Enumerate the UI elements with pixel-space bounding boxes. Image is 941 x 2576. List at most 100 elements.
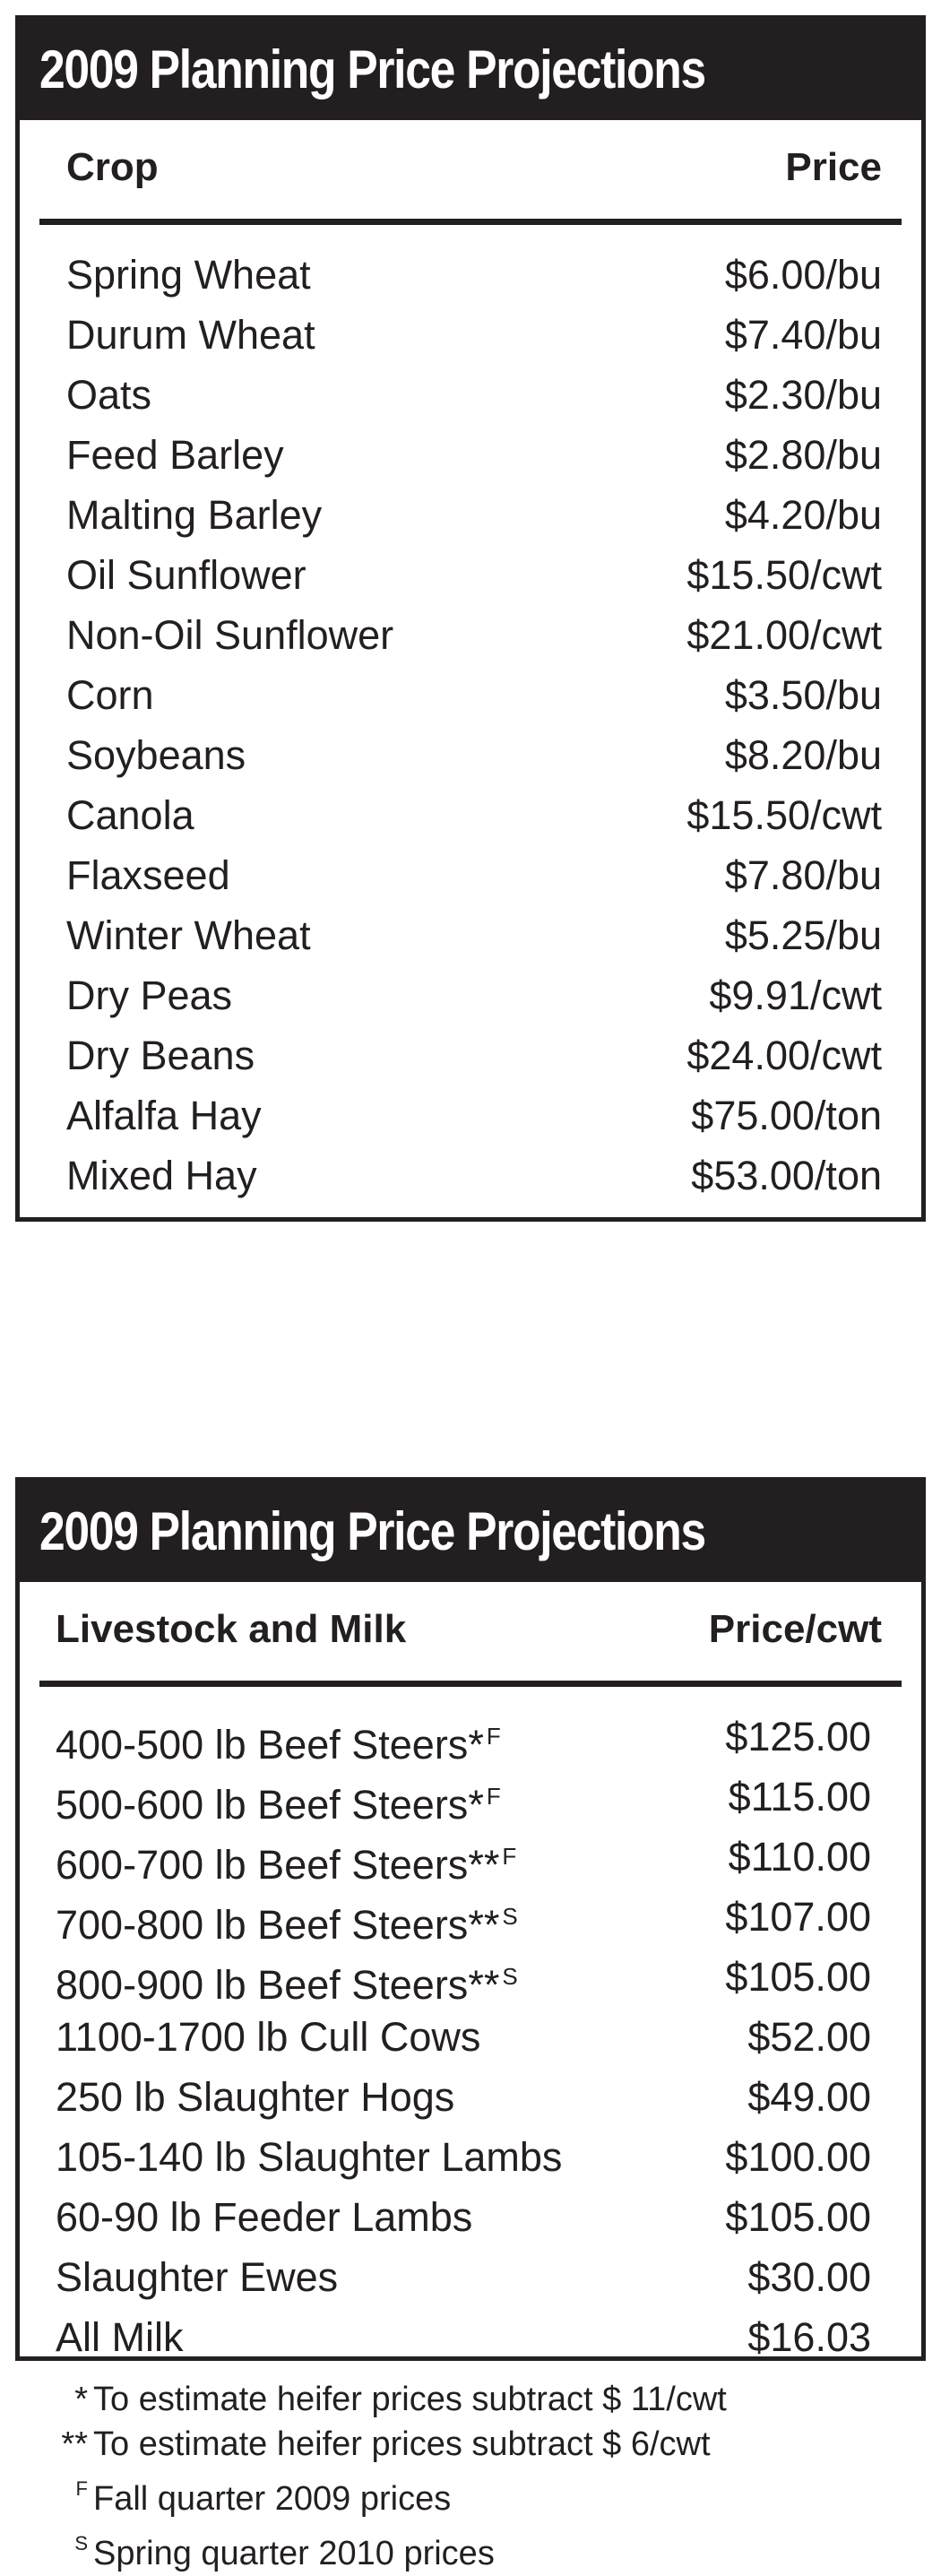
footnote-mark: F	[75, 2477, 88, 2500]
crop-price: $24.00/cwt	[686, 1033, 882, 1078]
footnote: * To estimate heifer prices subtract $ 11…	[54, 2377, 727, 2422]
crop-name: Feed Barley	[66, 432, 284, 478]
livestock-name: 250 lb Slaughter Hogs	[56, 2067, 454, 2127]
crop-row: Soybeans $8.20/bu	[39, 725, 902, 785]
livestock-name: 700-800 lb Beef Steers** S	[56, 1887, 518, 1955]
crop-name: Corn	[66, 672, 154, 718]
livestock-price: $115.00	[728, 1774, 871, 1820]
crop-name: Oil Sunflower	[66, 552, 306, 598]
crop-row: Oil Sunflower $15.50/cwt	[39, 545, 902, 605]
livestock-name-text: 800-900 lb Beef Steers	[56, 1962, 469, 2008]
crop-name: Dry Peas	[66, 972, 233, 1018]
crop-table-body: Spring Wheat $6.00/bu Durum Wheat $7.40/bu O…	[39, 225, 902, 1206]
footnote: F Fall quarter 2009 prices	[54, 2467, 727, 2521]
crop-column-header: Crop	[66, 145, 159, 189]
crop-name: Flaxseed	[66, 852, 230, 898]
livestock-price: $100.00	[725, 2134, 871, 2180]
livestock-name: 400-500 lb Beef Steers* F	[56, 1707, 501, 1775]
crop-price: $2.30/bu	[724, 372, 882, 418]
price-cwt-column-header: Price/cwt	[708, 1607, 882, 1651]
livestock-name: 600-700 lb Beef Steers** F	[56, 1827, 516, 1895]
footnote-mark: **	[61, 2425, 88, 2463]
livestock-row: 60-90 lb Feeder Lambs $105.00	[39, 2187, 902, 2247]
crop-name: Canola	[66, 792, 194, 838]
crop-name: Non-Oil Sunflower	[66, 612, 394, 658]
livestock-table-header: Livestock and Milk Price/cwt	[39, 1582, 902, 1687]
livestock-name-text: 60-90 lb Feeder Lambs	[56, 2194, 473, 2240]
livestock-footnote-mark: **	[468, 1962, 500, 2008]
livestock-table-body: 400-500 lb Beef Steers* F $125.00 500-600 l…	[39, 1687, 902, 2367]
livestock-row: 600-700 lb Beef Steers** F $110.00	[39, 1827, 902, 1888]
livestock-season-mark: S	[502, 1903, 518, 1930]
crop-price: $6.00/bu	[724, 252, 882, 298]
livestock-row: All Milk $16.03	[39, 2307, 902, 2367]
footnote: ** To estimate heifer prices subtract $ 6…	[54, 2422, 727, 2467]
crop-name: Dry Beans	[66, 1033, 255, 1078]
livestock-name: All Milk	[56, 2307, 184, 2367]
livestock-season-mark: F	[486, 1723, 501, 1750]
livestock-row: 1100-1700 lb Cull Cows $52.00	[39, 2007, 902, 2067]
livestock-name: 105-140 lb Slaughter Lambs	[56, 2127, 562, 2187]
crop-row: Dry Peas $9.91/cwt	[39, 965, 902, 1025]
livestock-footnote-mark: *	[468, 1782, 484, 1828]
livestock-price-table: 2009 Planning Price Projections Livestoc…	[15, 1477, 926, 2361]
footnote-text: To estimate heifer prices subtract $ 11/…	[93, 2381, 727, 2418]
crop-name: Mixed Hay	[66, 1153, 257, 1198]
crop-price: $7.80/bu	[724, 852, 882, 898]
crop-row: Mixed Hay $53.00/ton	[39, 1145, 902, 1206]
livestock-name: 800-900 lb Beef Steers** S	[56, 1947, 518, 2015]
crop-price: $7.40/bu	[724, 312, 882, 358]
crop-price: $5.25/bu	[724, 912, 882, 958]
crop-row: Dry Beans $24.00/cwt	[39, 1025, 902, 1085]
livestock-table-title: 2009 Planning Price Projections	[20, 1482, 921, 1582]
crop-name: Spring Wheat	[66, 252, 311, 298]
livestock-name: 60-90 lb Feeder Lambs	[56, 2187, 472, 2247]
livestock-price: $107.00	[725, 1894, 871, 1940]
livestock-footnote-mark: **	[468, 1842, 500, 1888]
livestock-row: 400-500 lb Beef Steers* F $125.00	[39, 1707, 902, 1768]
crop-row: Malting Barley $4.20/bu	[39, 485, 902, 545]
livestock-footnote-mark: **	[468, 1902, 500, 1948]
livestock-price: $125.00	[725, 1714, 871, 1759]
livestock-name-text: 600-700 lb Beef Steers	[56, 1842, 469, 1888]
livestock-name-text: All Milk	[56, 2314, 184, 2360]
crop-price: $3.50/bu	[724, 672, 882, 718]
crop-row: Winter Wheat $5.25/bu	[39, 905, 902, 965]
livestock-name: Slaughter Ewes	[56, 2247, 338, 2307]
livestock-column-header: Livestock and Milk	[56, 1607, 407, 1651]
livestock-row: 105-140 lb Slaughter Lambs $100.00	[39, 2127, 902, 2187]
crop-name: Winter Wheat	[66, 912, 311, 958]
livestock-price: $105.00	[725, 1954, 871, 2000]
livestock-price: $49.00	[747, 2074, 871, 2120]
footnotes: * To estimate heifer prices subtract $ 11…	[54, 2377, 727, 2576]
livestock-row: 250 lb Slaughter Hogs $49.00	[39, 2067, 902, 2127]
crop-price-table: 2009 Planning Price Projections Crop Pri…	[15, 15, 926, 1222]
livestock-row: 500-600 lb Beef Steers* F $115.00	[39, 1767, 902, 1828]
livestock-name-text: 250 lb Slaughter Hogs	[56, 2074, 455, 2120]
price-column-header: Price	[785, 145, 882, 189]
crop-row: Spring Wheat $6.00/bu	[39, 245, 902, 305]
footnote-mark: *	[74, 2381, 88, 2418]
crop-price: $53.00/ton	[691, 1153, 882, 1198]
livestock-footnote-mark: *	[468, 1722, 484, 1768]
footnote-text: Fall quarter 2009 prices	[93, 2480, 452, 2518]
crop-row: Canola $15.50/cwt	[39, 785, 902, 845]
crop-row: Feed Barley $2.80/bu	[39, 425, 902, 485]
livestock-row: 700-800 lb Beef Steers** S $107.00	[39, 1887, 902, 1948]
crop-row: Oats $2.30/bu	[39, 365, 902, 425]
livestock-name: 500-600 lb Beef Steers* F	[56, 1767, 501, 1835]
livestock-name: 1100-1700 lb Cull Cows	[56, 2007, 480, 2067]
crop-row: Corn $3.50/bu	[39, 665, 902, 725]
crop-name: Alfalfa Hay	[66, 1093, 262, 1138]
crop-price: $9.91/cwt	[709, 972, 882, 1018]
livestock-name-text: 1100-1700 lb Cull Cows	[56, 2014, 481, 2060]
crop-row: Durum Wheat $7.40/bu	[39, 305, 902, 365]
crop-row: Non-Oil Sunflower $21.00/cwt	[39, 605, 902, 665]
livestock-season-mark: F	[486, 1783, 501, 1810]
livestock-name-text: 400-500 lb Beef Steers	[56, 1722, 469, 1768]
livestock-price: $105.00	[725, 2194, 871, 2240]
crop-price: $4.20/bu	[724, 492, 882, 538]
crop-price: $15.50/cwt	[686, 792, 882, 838]
crop-row: Flaxseed $7.80/bu	[39, 845, 902, 905]
crop-name: Malting Barley	[66, 492, 323, 538]
